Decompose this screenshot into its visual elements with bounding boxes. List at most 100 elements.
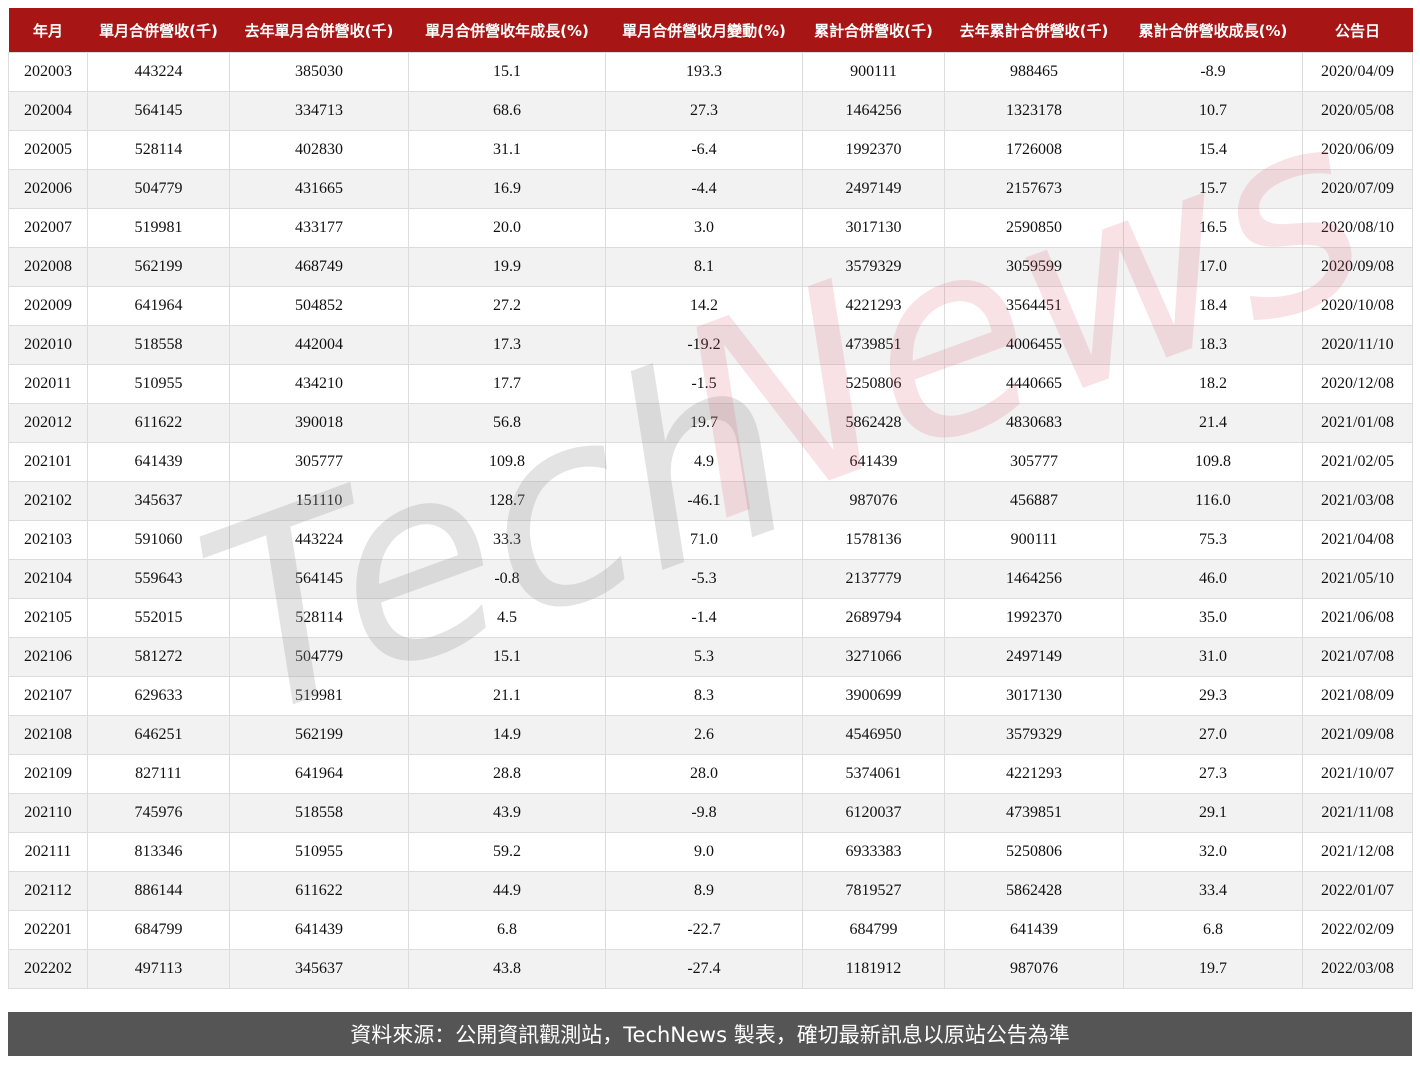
table-cell: 1726008 — [944, 130, 1124, 170]
table-cell: 8.1 — [605, 247, 803, 287]
table-header-row: 年月 單月合併營收(千) 去年單月合併營收(千) 單月合併營收年成長(%) 單月合併營收… — [8, 8, 1413, 53]
table-cell: 2021/02/05 — [1302, 442, 1413, 482]
table-cell: 2021/12/08 — [1302, 832, 1413, 872]
table-row: 202102 345637 151110 128.7 -46.1 987076 456887… — [8, 481, 1413, 521]
table-cell: 745976 — [87, 793, 230, 833]
table-cell: 641439 — [802, 442, 945, 482]
table-cell: 562199 — [87, 247, 230, 287]
table-cell: 202010 — [8, 325, 88, 365]
table-cell: 519981 — [87, 208, 230, 248]
table-cell: 202009 — [8, 286, 88, 326]
table-cell: 591060 — [87, 520, 230, 560]
table-cell: 504852 — [229, 286, 409, 326]
table-cell: 202005 — [8, 130, 88, 170]
table-cell: 202008 — [8, 247, 88, 287]
table-cell: 19.9 — [408, 247, 606, 287]
table-cell: 2021/10/07 — [1302, 754, 1413, 794]
table-cell: 646251 — [87, 715, 230, 755]
table-cell: 2021/04/08 — [1302, 520, 1413, 560]
table-row: 202104 559643 564145 -0.8 -5.3 2137779 1464256… — [8, 559, 1413, 599]
table-cell: 3900699 — [802, 676, 945, 716]
table-cell: 75.3 — [1123, 520, 1303, 560]
table-cell: 2021/06/08 — [1302, 598, 1413, 638]
table-cell: 71.0 — [605, 520, 803, 560]
column-header: 單月合併營收(千) — [87, 8, 230, 53]
column-header: 單月合併營收月變動(%) — [605, 8, 803, 53]
table-cell: 443224 — [229, 520, 409, 560]
table-cell: 345637 — [229, 949, 409, 989]
table-cell: 202201 — [8, 910, 88, 950]
table-row: 202005 528114 402830 31.1 -6.4 1992370 1726008… — [8, 130, 1413, 170]
table-row: 202009 641964 504852 27.2 14.2 4221293 3564451… — [8, 286, 1413, 326]
table-cell: 5374061 — [802, 754, 945, 794]
table-cell: 18.3 — [1123, 325, 1303, 365]
table-cell: 305777 — [229, 442, 409, 482]
table-cell: -5.3 — [605, 559, 803, 599]
table-cell: 2021/09/08 — [1302, 715, 1413, 755]
table-cell: 468749 — [229, 247, 409, 287]
table-cell: 14.2 — [605, 286, 803, 326]
table-cell: 17.7 — [408, 364, 606, 404]
column-header: 年月 — [8, 8, 88, 53]
table-cell: 827111 — [87, 754, 230, 794]
table-cell: 27.2 — [408, 286, 606, 326]
table-cell: 385030 — [229, 52, 409, 92]
table-row: 202106 581272 504779 15.1 5.3 3271066 2497149 3… — [8, 637, 1413, 677]
table-cell: 3271066 — [802, 637, 945, 677]
table-cell: 518558 — [229, 793, 409, 833]
table-cell: 900111 — [944, 520, 1124, 560]
table-cell: 5.3 — [605, 637, 803, 677]
table-row: 202107 629633 519981 21.1 8.3 3900699 3017130 2… — [8, 676, 1413, 716]
table-cell: 202011 — [8, 364, 88, 404]
table-cell: 202007 — [8, 208, 88, 248]
table-cell: 202012 — [8, 403, 88, 443]
table-cell: 1578136 — [802, 520, 945, 560]
table-cell: 641964 — [229, 754, 409, 794]
table-cell: 202006 — [8, 169, 88, 209]
column-header: 累計合併營收(千) — [802, 8, 945, 53]
table-cell: 202003 — [8, 52, 88, 92]
table-cell: 16.9 — [408, 169, 606, 209]
table-cell: 2021/11/08 — [1302, 793, 1413, 833]
table-cell: 10.7 — [1123, 91, 1303, 131]
table-cell: 305777 — [944, 442, 1124, 482]
table-cell: 2021/05/10 — [1302, 559, 1413, 599]
table-row: 202111 813346 510955 59.2 9.0 6933383 5250806 3… — [8, 832, 1413, 872]
table-cell: 2021/01/08 — [1302, 403, 1413, 443]
table-cell: 900111 — [802, 52, 945, 92]
table-cell: 504779 — [87, 169, 230, 209]
table-row: 202012 611622 390018 56.8 19.7 5862428 4830683… — [8, 403, 1413, 443]
table-cell: 116.0 — [1123, 481, 1303, 521]
table-cell: 528114 — [229, 598, 409, 638]
table-cell: 33.4 — [1123, 871, 1303, 911]
table-cell: 5862428 — [802, 403, 945, 443]
table-cell: 4739851 — [944, 793, 1124, 833]
table-cell: 109.8 — [1123, 442, 1303, 482]
table-cell: 433177 — [229, 208, 409, 248]
table-cell: 1464256 — [944, 559, 1124, 599]
table-cell: 202112 — [8, 871, 88, 911]
table-cell: 202105 — [8, 598, 88, 638]
table-cell: 5862428 — [944, 871, 1124, 911]
table-cell: 7819527 — [802, 871, 945, 911]
table-cell: 14.9 — [408, 715, 606, 755]
table-cell: 9.0 — [605, 832, 803, 872]
table-cell: 564145 — [229, 559, 409, 599]
table-cell: 2020/06/09 — [1302, 130, 1413, 170]
table-cell: 15.1 — [408, 637, 606, 677]
table-cell: 4440665 — [944, 364, 1124, 404]
table-cell: 2021/08/09 — [1302, 676, 1413, 716]
table-cell: 611622 — [87, 403, 230, 443]
table-cell: 6120037 — [802, 793, 945, 833]
table-cell: 4221293 — [802, 286, 945, 326]
table-cell: 334713 — [229, 91, 409, 131]
table-cell: 4546950 — [802, 715, 945, 755]
table-row: 202202 497113 345637 43.8 -27.4 1181912 987076… — [8, 949, 1413, 989]
table-cell: 31.0 — [1123, 637, 1303, 677]
table-cell: 1323178 — [944, 91, 1124, 131]
table-cell: 2020/07/09 — [1302, 169, 1413, 209]
table-row: 202110 745976 518558 43.9 -9.8 6120037 4739851… — [8, 793, 1413, 833]
table-cell: 2021/03/08 — [1302, 481, 1413, 521]
table-cell: 31.1 — [408, 130, 606, 170]
table-cell: 641439 — [87, 442, 230, 482]
